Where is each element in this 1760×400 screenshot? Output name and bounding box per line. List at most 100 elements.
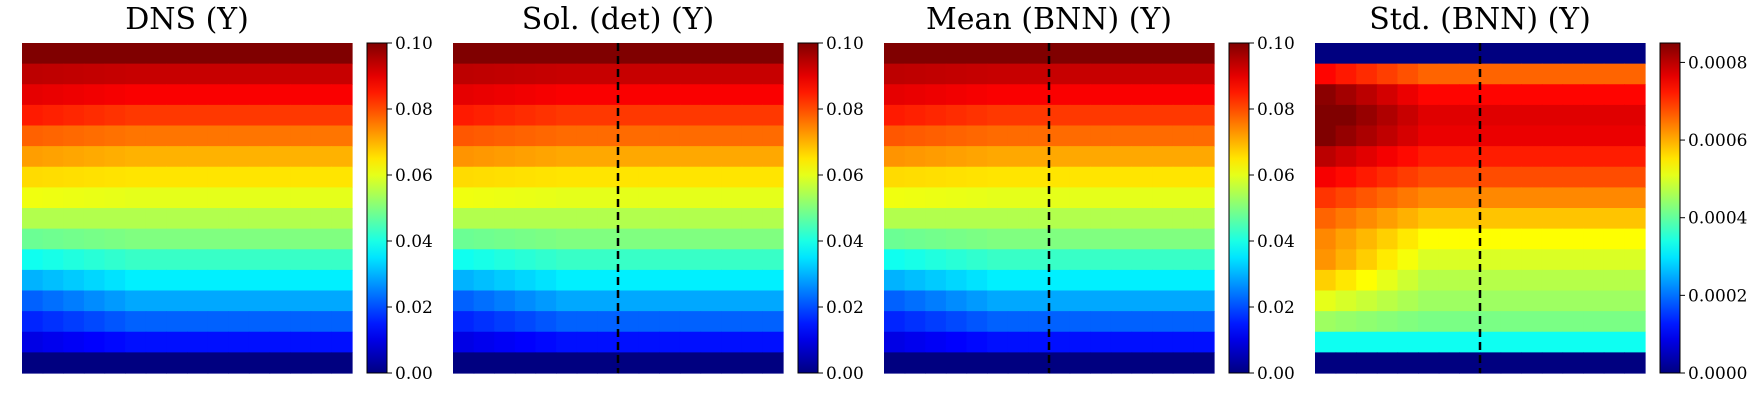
heatmap-cell [1583,269,1605,292]
heatmap-cell [207,166,229,188]
chart-title: DNS (Y) [125,2,249,37]
heatmap-cell [248,166,271,188]
panel-sol-det: Sol. (det) (Y) 0.00 0.02 0.04 0.06 0.08 0.10 [431,0,864,400]
heatmap-cell [125,146,147,168]
heatmap-cell [1521,43,1543,65]
heatmap-cell [659,352,681,374]
heatmap-cell [83,63,106,85]
heatmap-cell [1603,43,1625,65]
heatmap-cell [618,43,640,65]
heatmap-cell [556,249,578,271]
heatmap-cell [42,125,64,147]
heatmap-cell [453,228,475,250]
heatmap-cell [207,249,229,271]
heatmap-cell [945,125,968,147]
heatmap-cell [63,43,85,65]
heatmap-cell [1418,249,1440,271]
heatmap-cell [1480,166,1502,188]
heatmap-cell [741,249,763,271]
heatmap-cell [331,63,353,85]
heatmap-cell [1110,84,1133,106]
heatmap-cell [22,43,44,65]
heatmap-cell [1438,331,1460,353]
heatmap-cell [638,63,660,85]
heatmap-cell [83,290,106,312]
heatmap-cell [1459,125,1481,147]
heatmap-cell [22,208,44,230]
heatmap-cell [618,331,640,353]
heatmap-cell [83,331,106,353]
heatmap-cell [453,84,475,106]
heatmap-cell [83,43,106,65]
heatmap-cell [310,146,332,168]
heatmap-cell [1069,63,1091,85]
heatmap-cell [700,84,722,106]
heatmap-cell [638,228,660,250]
heatmap-cell [945,352,968,374]
heatmap-cell [1152,311,1174,333]
heatmap-cell [925,104,947,127]
heatmap-cell [1069,208,1091,230]
heatmap-cell [1583,166,1605,188]
heatmap-cell [1438,228,1460,250]
heatmap-cell [535,125,557,147]
heatmap-cell [904,331,926,353]
heatmap-cell [63,269,85,292]
heatmap-cell [187,146,209,168]
heatmap-cell [925,63,947,85]
heatmap-cell [556,104,578,127]
heatmap-cell [987,104,1009,127]
heatmap-cell [42,187,64,209]
heatmap-cell [741,208,763,230]
heatmap-cell [1521,228,1543,250]
heatmap-cell [966,269,988,292]
heatmap-cell [1500,104,1522,127]
heatmap-cell [904,43,926,65]
heatmap-cell [1356,352,1378,374]
heatmap-cell [1624,352,1646,374]
heatmap-cell [556,311,578,333]
heatmap-cell [1335,84,1357,106]
heatmap-cell [125,208,147,230]
heatmap-cell [741,290,763,312]
heatmap-cell [1397,228,1419,250]
heatmap-cell [1028,331,1050,353]
heatmap-cell [1335,43,1357,65]
heatmap-cell [1376,290,1399,312]
heatmap-cell [1193,43,1215,65]
heatmap-cell [1315,290,1337,312]
heatmap-cell [721,352,743,374]
heatmap-cell [1069,84,1091,106]
heatmap-cell [248,331,271,353]
heatmap-cell [597,331,619,353]
heatmap-cell [659,269,681,292]
heatmap-cell [269,352,291,374]
colorbar-tick-label: 0.06 [395,166,433,186]
colorbar-tick-label: 0.08 [395,100,433,120]
heatmap-cell [269,290,291,312]
heatmap-cell [556,125,578,147]
heatmap-cell [1069,331,1091,353]
heatmap-cell [597,187,619,209]
heatmap-cell [166,352,188,374]
heatmap-cell [1500,146,1522,168]
heatmap-cell [1624,43,1646,65]
heatmap-cell [63,84,85,106]
heatmap-cell [1335,146,1357,168]
heatmap-cell [1110,43,1133,65]
heatmap-cell [1521,84,1543,106]
heatmap-cell [1624,269,1646,292]
heatmap-cell [638,125,660,147]
heatmap-cell [1521,311,1543,333]
heatmap-cell [42,249,64,271]
heatmap-cell [145,311,167,333]
heatmap-cell [1541,228,1564,250]
heatmap-cell [42,104,64,127]
heatmap-cell [1069,269,1091,292]
heatmap-cell [987,249,1009,271]
heatmap-cell [945,311,968,333]
heatmap-cell [42,63,64,85]
heatmap-cell [1603,104,1625,127]
heatmap-cell [453,63,475,85]
heatmap-cell [721,187,743,209]
